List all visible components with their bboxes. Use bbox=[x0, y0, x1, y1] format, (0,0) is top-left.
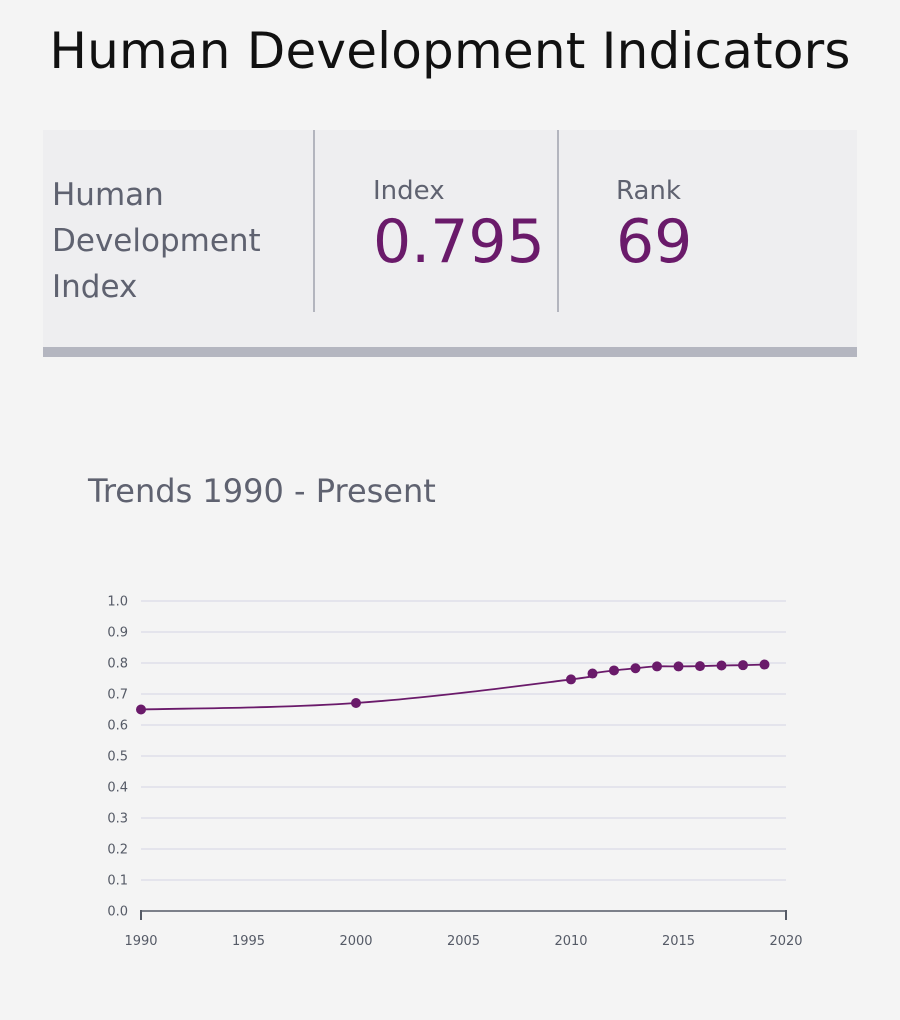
data-point bbox=[738, 660, 748, 671]
data-point bbox=[566, 674, 576, 685]
hdi-label-line: Human bbox=[52, 177, 164, 213]
hdi-summary-card: Human Development Index Index 0.795 Rank… bbox=[43, 130, 857, 357]
y-tick-labels: 0.0 0.1 0.2 0.3 0.4 0.5 0.6 0.7 0.8 0.9 1.0 bbox=[107, 595, 128, 920]
rank-stat: Rank 69 bbox=[616, 174, 692, 278]
trends-heading: Trends 1990 - Present bbox=[88, 472, 436, 510]
data-point bbox=[695, 661, 705, 672]
hdi-label-line: Development bbox=[52, 223, 261, 259]
card-divider bbox=[313, 130, 315, 312]
data-point bbox=[587, 668, 598, 679]
data-point bbox=[716, 660, 727, 671]
x-tick-label: 2015 bbox=[662, 934, 695, 949]
y-tick-label: 0.3 bbox=[107, 812, 128, 827]
hdi-label-line: Index bbox=[52, 269, 138, 305]
page-title: Human Development Indicators bbox=[49, 22, 851, 80]
y-tick-label: 0.1 bbox=[107, 874, 128, 889]
data-point bbox=[673, 661, 684, 672]
index-stat: Index 0.795 bbox=[373, 174, 545, 278]
hdi-label: Human Development Index bbox=[52, 172, 302, 310]
rank-value: 69 bbox=[616, 207, 693, 277]
data-point bbox=[630, 663, 641, 674]
data-point bbox=[759, 659, 770, 670]
index-label: Index bbox=[373, 176, 445, 206]
card-divider bbox=[557, 130, 559, 312]
x-tick-label: 2010 bbox=[554, 934, 587, 949]
y-tick-label: 0.2 bbox=[107, 843, 128, 858]
y-tick-label: 0.5 bbox=[107, 750, 128, 765]
x-tick-labels: 1990 1995 2000 2005 2010 2015 2020 bbox=[124, 934, 802, 949]
y-tick-label: 0.8 bbox=[107, 657, 128, 672]
rank-label: Rank bbox=[616, 176, 681, 206]
data-point bbox=[351, 697, 361, 708]
y-tick-label: 0.4 bbox=[107, 781, 128, 796]
x-tick-label: 2000 bbox=[339, 934, 372, 949]
trend-chart: 0.00.10.20.30.40.50.60.70.80.91.0 1990 19… bbox=[107, 595, 802, 950]
x-tick-label: 2005 bbox=[447, 934, 480, 949]
y-tick-label: 0.0 bbox=[107, 905, 128, 920]
y-tick-label: 1.0 bbox=[107, 595, 128, 610]
grid-layer bbox=[141, 600, 786, 881]
y-tick-label: 0.9 bbox=[107, 626, 128, 641]
index-value: 0.795 bbox=[373, 207, 545, 277]
data-point bbox=[652, 661, 662, 672]
y-tick-label: 0.7 bbox=[107, 688, 128, 703]
x-tick-label: 2020 bbox=[769, 934, 802, 949]
axis-layer bbox=[140, 910, 787, 920]
data-point bbox=[136, 704, 146, 715]
series-line bbox=[140, 663, 765, 711]
y-tick-label: 0.6 bbox=[107, 719, 128, 734]
x-tick-label: 1990 bbox=[124, 934, 157, 949]
data-point bbox=[609, 665, 619, 676]
x-tick-label: 1995 bbox=[232, 934, 265, 949]
series-layer bbox=[136, 659, 770, 715]
